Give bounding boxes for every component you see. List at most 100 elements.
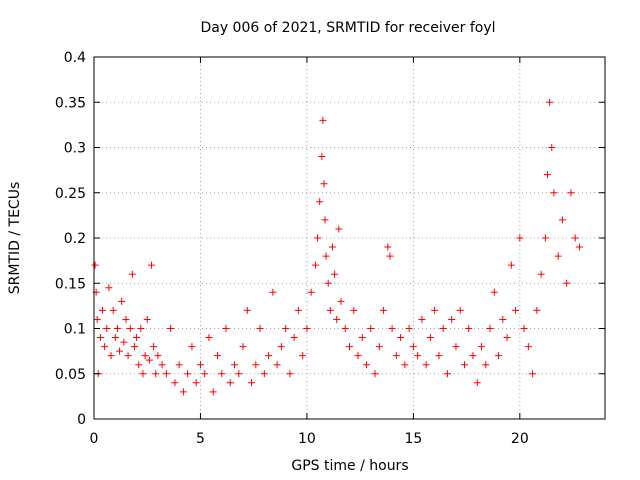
data-point	[465, 325, 473, 332]
data-point	[107, 352, 115, 360]
data-point	[341, 325, 349, 332]
chart-title: Day 006 of 2021, SRMTID for receiver foy…	[200, 20, 495, 36]
data-point	[282, 325, 290, 332]
data-point	[239, 343, 247, 351]
data-point	[128, 270, 136, 278]
data-point	[105, 284, 113, 292]
data-point	[537, 270, 545, 278]
data-point	[409, 343, 417, 351]
data-point	[486, 325, 494, 332]
data-point	[150, 343, 158, 351]
data-point	[201, 370, 209, 378]
data-point	[482, 361, 490, 369]
data-point	[548, 144, 556, 151]
data-point	[375, 343, 383, 351]
data-point	[122, 315, 130, 323]
data-point	[363, 361, 371, 369]
data-point	[414, 352, 422, 360]
data-point	[314, 234, 322, 242]
data-point	[337, 297, 345, 305]
data-point	[299, 352, 307, 360]
data-point	[103, 325, 111, 332]
data-point	[265, 352, 273, 360]
data-point	[111, 334, 119, 342]
data-point	[135, 361, 143, 369]
data-point	[260, 370, 268, 378]
data-point	[91, 261, 99, 269]
data-point	[422, 361, 430, 369]
data-point	[133, 334, 141, 342]
data-point	[558, 216, 566, 224]
y-tick-label: 0.15	[55, 276, 86, 292]
data-point	[401, 361, 409, 369]
data-point	[550, 189, 558, 197]
data-point	[158, 361, 166, 369]
data-point	[380, 306, 388, 314]
data-point	[145, 356, 153, 364]
data-point	[448, 315, 456, 323]
y-axis-label: SRMTID / TECUs	[7, 182, 23, 295]
data-point	[124, 352, 132, 360]
data-point	[96, 334, 104, 342]
data-point	[139, 370, 147, 378]
x-axis-label: GPS time / hours	[291, 458, 408, 474]
data-point	[392, 352, 400, 360]
data-point	[443, 370, 451, 378]
x-tick-label: 5	[196, 431, 205, 447]
data-point	[388, 325, 396, 332]
data-point	[118, 297, 126, 305]
data-point	[256, 325, 264, 332]
data-point	[575, 243, 583, 251]
data-point	[512, 306, 520, 314]
data-point	[358, 334, 366, 342]
data-point	[307, 288, 315, 296]
data-point	[213, 352, 221, 360]
data-point	[192, 379, 200, 387]
data-point	[371, 370, 379, 378]
data-point	[571, 234, 579, 242]
data-point	[541, 234, 549, 242]
data-point	[478, 343, 486, 351]
y-tick-label: 0.3	[64, 141, 86, 157]
data-point	[226, 379, 234, 387]
data-point	[231, 361, 239, 369]
data-point	[499, 315, 507, 323]
data-point	[120, 338, 128, 346]
data-point	[269, 288, 277, 296]
data-point	[184, 370, 192, 378]
data-point	[418, 315, 426, 323]
data-point	[318, 153, 326, 161]
data-point	[563, 279, 571, 287]
data-point	[147, 261, 155, 269]
data-point	[321, 216, 329, 224]
data-point	[529, 370, 537, 378]
data-point	[171, 379, 179, 387]
data-point	[154, 352, 162, 360]
data-point	[167, 325, 175, 332]
y-tick-label: 0.35	[55, 95, 86, 111]
data-point	[354, 352, 362, 360]
data-point	[311, 261, 319, 269]
y-tick-label: 0.05	[55, 367, 86, 383]
x-tick-label: 0	[90, 431, 99, 447]
data-point	[524, 343, 532, 351]
data-point	[495, 352, 503, 360]
data-point	[503, 334, 511, 342]
data-point	[335, 225, 343, 233]
data-point	[99, 306, 107, 314]
data-point	[196, 361, 204, 369]
data-point	[520, 325, 528, 332]
data-point	[320, 180, 328, 188]
data-point	[218, 370, 226, 378]
data-point	[507, 261, 515, 269]
data-point	[328, 243, 336, 251]
data-point	[333, 315, 341, 323]
y-tick-label: 0	[77, 412, 86, 428]
data-point	[179, 388, 187, 396]
data-point	[143, 315, 151, 323]
data-point	[439, 325, 447, 332]
data-point	[386, 252, 394, 260]
data-point	[397, 334, 405, 342]
grid-lines	[94, 57, 605, 419]
y-tick-label: 0.1	[64, 322, 86, 338]
